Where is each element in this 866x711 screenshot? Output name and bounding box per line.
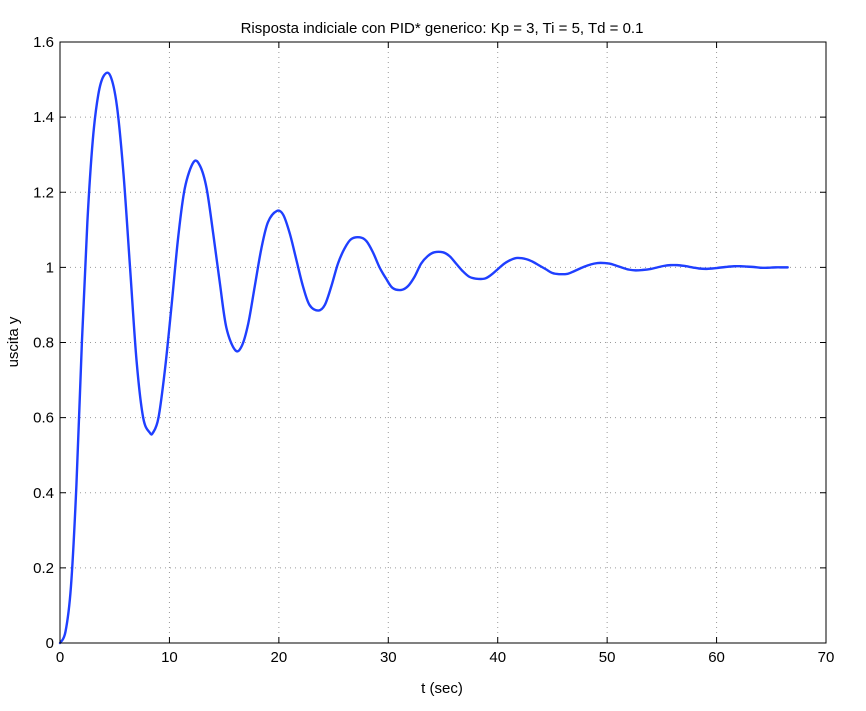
y-tick-label: 0	[46, 635, 54, 652]
x-tick-label: 40	[489, 649, 506, 666]
x-tick-label: 70	[818, 649, 835, 666]
y-tick-label: 1.4	[33, 109, 54, 126]
x-axis-label: t (sec)	[421, 680, 463, 697]
series-lines	[58, 71, 789, 645]
x-tick-label: 0	[56, 649, 64, 666]
x-tick-label: 60	[708, 649, 725, 666]
y-tick-label: 1.2	[33, 184, 54, 201]
step-response-line	[58, 71, 789, 645]
y-tick-label: 1	[46, 259, 54, 276]
x-tick-label: 50	[599, 649, 616, 666]
y-tick-label: 0.2	[33, 560, 54, 577]
chart-title: Risposta indiciale con PID* generico: Kp…	[241, 20, 644, 37]
y-axis-label: uscita y	[5, 316, 22, 367]
y-tick-label: 1.6	[33, 34, 54, 51]
x-tick-label: 30	[380, 649, 397, 666]
axis-ticks: 0 10 20 30 40 50 60 70 0 0.2 0.4 0.6 0.8 1 1.2 1.4 1.6	[33, 34, 834, 666]
x-tick-label: 20	[271, 649, 288, 666]
grid	[60, 42, 826, 643]
y-tick-label: 0.6	[33, 410, 54, 427]
y-tick-label: 0.8	[33, 335, 54, 352]
y-tick-label: 0.4	[33, 485, 54, 502]
x-tick-label: 10	[161, 649, 178, 666]
